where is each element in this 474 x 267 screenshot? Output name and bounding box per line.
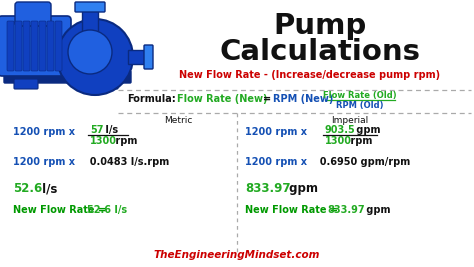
FancyBboxPatch shape (14, 79, 38, 89)
Text: gpm: gpm (353, 125, 381, 135)
Text: 1200 rpm x: 1200 rpm x (245, 157, 307, 167)
Text: Flow Rate (New): Flow Rate (New) (177, 94, 267, 104)
Text: rpm: rpm (347, 136, 373, 146)
FancyBboxPatch shape (94, 79, 118, 89)
Text: Flow Rate (Old): Flow Rate (Old) (323, 91, 397, 100)
FancyBboxPatch shape (55, 21, 62, 71)
Text: New Flow Rate =: New Flow Rate = (13, 205, 109, 215)
Text: 833.97: 833.97 (245, 182, 291, 195)
Text: 0.6950 gpm/rpm: 0.6950 gpm/rpm (313, 157, 410, 167)
Text: gpm: gpm (363, 205, 391, 215)
Text: 1300: 1300 (90, 136, 117, 146)
Text: TheEngineeringMindset.com: TheEngineeringMindset.com (154, 250, 320, 260)
FancyBboxPatch shape (47, 21, 54, 71)
FancyBboxPatch shape (82, 5, 98, 33)
FancyBboxPatch shape (0, 16, 71, 76)
Text: RPM (Old): RPM (Old) (336, 101, 384, 110)
Text: Calculations: Calculations (219, 38, 420, 66)
FancyBboxPatch shape (144, 45, 153, 69)
Text: Imperial: Imperial (331, 116, 369, 125)
Text: gpm: gpm (285, 182, 318, 195)
FancyBboxPatch shape (7, 21, 14, 71)
Text: Pump: Pump (273, 12, 366, 40)
Text: 903.5: 903.5 (325, 125, 356, 135)
Text: 52.6 l/s: 52.6 l/s (87, 205, 127, 215)
Text: 1200 rpm x: 1200 rpm x (13, 127, 75, 137)
Text: l/s: l/s (102, 125, 118, 135)
Circle shape (68, 30, 112, 74)
Text: 1200 rpm x: 1200 rpm x (13, 157, 75, 167)
Text: 833.97: 833.97 (327, 205, 365, 215)
Text: Formula:: Formula: (127, 94, 176, 104)
Text: rpm: rpm (112, 136, 137, 146)
FancyBboxPatch shape (31, 21, 38, 71)
Text: 52.6: 52.6 (13, 182, 42, 195)
Text: New Flow Rate =: New Flow Rate = (245, 205, 341, 215)
FancyBboxPatch shape (4, 71, 131, 83)
Text: =: = (263, 94, 271, 104)
Text: l/s: l/s (38, 182, 57, 195)
FancyBboxPatch shape (39, 21, 46, 71)
Text: RPM (New): RPM (New) (273, 94, 333, 104)
FancyBboxPatch shape (128, 50, 148, 64)
Text: Metric: Metric (164, 116, 192, 125)
FancyBboxPatch shape (23, 21, 30, 71)
Text: 0.0483 l/s.rpm: 0.0483 l/s.rpm (83, 157, 169, 167)
Text: 1200 rpm x: 1200 rpm x (245, 127, 307, 137)
FancyBboxPatch shape (75, 2, 105, 12)
FancyBboxPatch shape (15, 2, 51, 26)
Text: New Flow Rate - (Increase/decrease pump rpm): New Flow Rate - (Increase/decrease pump … (180, 70, 440, 80)
Circle shape (57, 19, 133, 95)
Text: 57: 57 (90, 125, 103, 135)
Text: 1300: 1300 (325, 136, 352, 146)
FancyBboxPatch shape (15, 21, 22, 71)
